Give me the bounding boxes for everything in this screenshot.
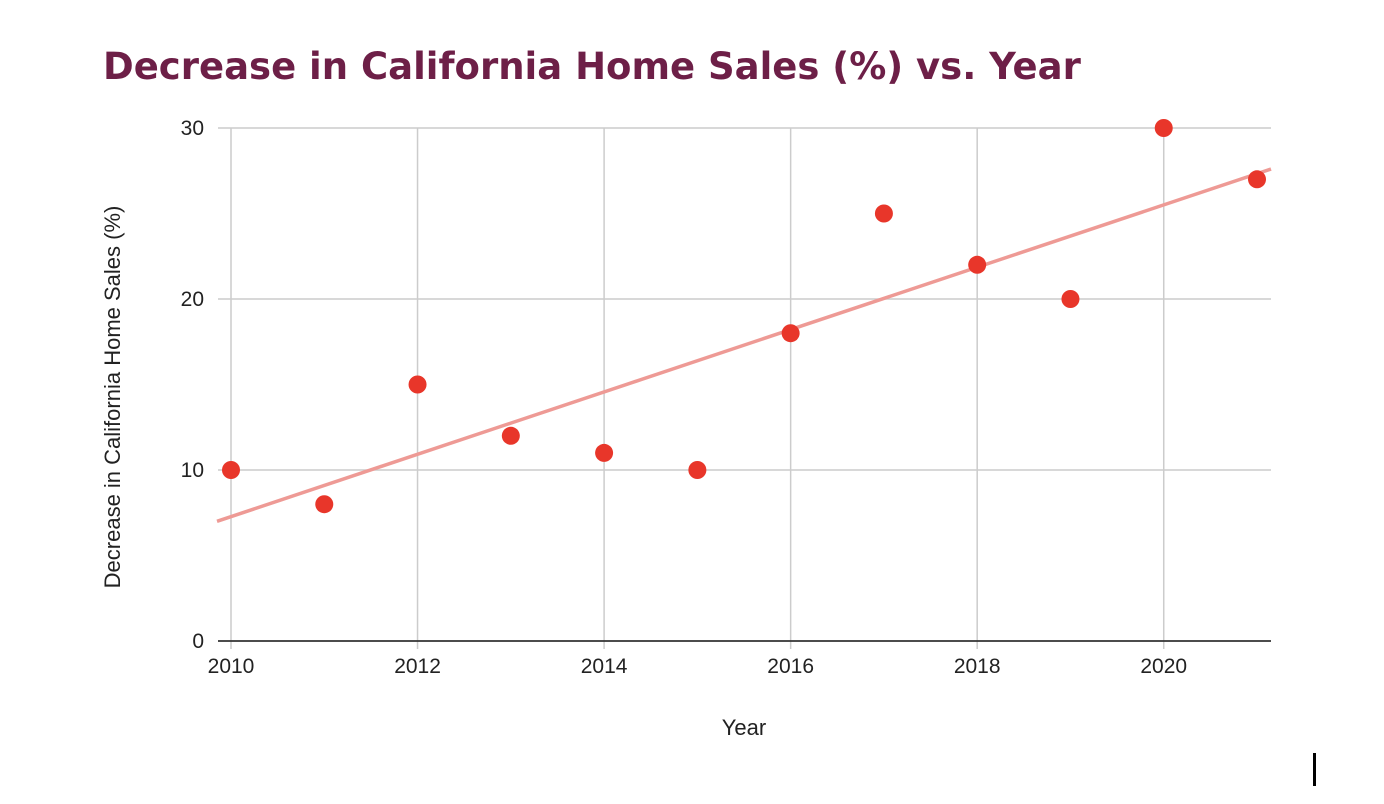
text-cursor: [1313, 753, 1316, 786]
data-point: [781, 324, 800, 343]
x-tick-label: 2018: [954, 655, 1001, 678]
data-point: [222, 461, 240, 479]
tick-labels: 0 10 20 30 2010 2012 2014 2016 2018 2020: [181, 117, 1187, 678]
data-point: [315, 495, 334, 514]
x-tick-label: 2012: [394, 655, 441, 678]
trendline-group: [216, 167, 1272, 523]
y-axis-title: Decrease in California Home Sales (%): [100, 206, 125, 589]
data-point: [501, 426, 520, 445]
x-axis-title: Year: [722, 715, 766, 740]
chart-title: Decrease in California Home Sales (%) vs…: [103, 45, 1081, 88]
x-tick-label: 2016: [767, 655, 814, 678]
x-tick-label: 2020: [1140, 655, 1187, 678]
data-point: [595, 443, 614, 462]
data-points: [222, 119, 1267, 514]
data-point: [408, 375, 427, 394]
y-tick-label: 20: [181, 288, 204, 311]
y-tick-label: 10: [181, 459, 204, 482]
data-point: [1248, 170, 1267, 189]
y-tick-label: 30: [181, 117, 204, 140]
data-point: [1154, 119, 1173, 137]
data-point: [1061, 290, 1080, 308]
data-point: [688, 461, 707, 479]
y-tick-label: 0: [192, 630, 204, 653]
trendline: [216, 167, 1272, 523]
x-tick-label: 2010: [208, 655, 255, 678]
grid-lines: [218, 127, 1271, 649]
data-point: [968, 255, 987, 274]
data-point: [874, 204, 893, 223]
x-tick-label: 2014: [581, 655, 628, 678]
